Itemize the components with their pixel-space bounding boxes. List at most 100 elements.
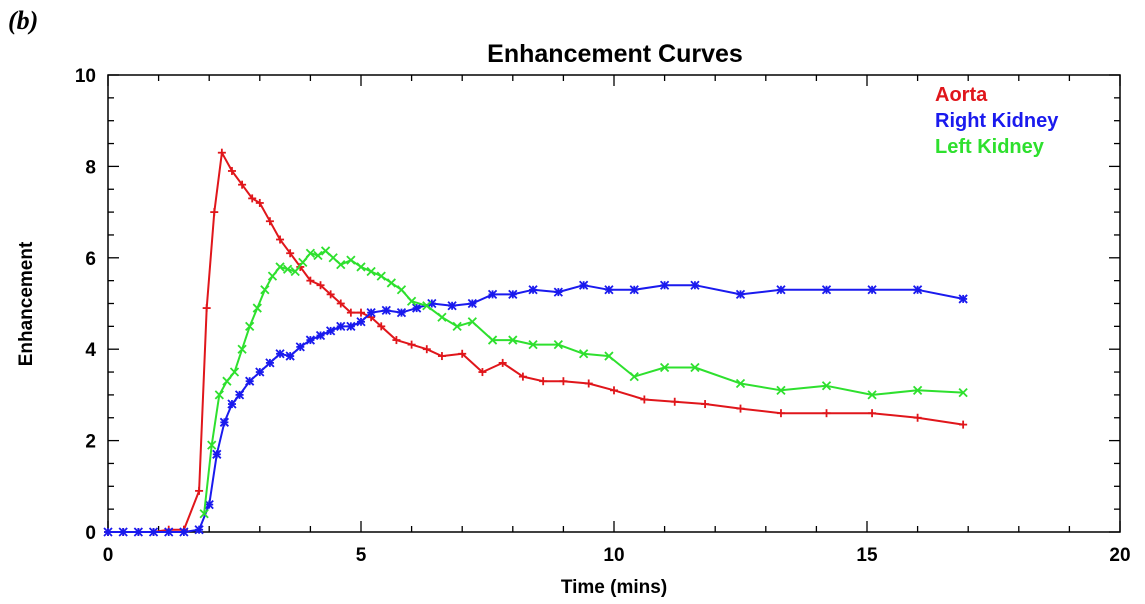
- data-point: [659, 280, 670, 290]
- data-point: [227, 399, 237, 409]
- data-point: [458, 349, 467, 358]
- data-point: [422, 301, 432, 311]
- data-point: [204, 499, 214, 510]
- data-point: [356, 262, 366, 272]
- data-point: [195, 486, 204, 495]
- y-axis-label: Enhancement: [16, 241, 37, 366]
- chart-title: Enhancement Curves: [487, 40, 743, 68]
- data-point: [958, 294, 968, 304]
- data-point: [553, 287, 563, 297]
- data-point: [736, 404, 745, 413]
- legend-entry-aorta: Aorta: [935, 84, 988, 106]
- data-point: [219, 417, 230, 427]
- data-point: [207, 440, 217, 450]
- x-axis-label: Time (mins): [561, 577, 667, 598]
- data-point: [282, 264, 293, 274]
- data-point: [305, 248, 316, 258]
- data-point: [245, 321, 255, 331]
- y-tick-label: 2: [85, 432, 96, 453]
- data-point: [868, 409, 877, 418]
- data-point: [285, 351, 295, 361]
- data-point: [396, 285, 407, 295]
- x-tick-label: 0: [103, 545, 114, 566]
- data-point: [164, 527, 174, 537]
- data-point: [559, 377, 568, 386]
- data-point: [958, 387, 968, 398]
- data-point: [407, 340, 416, 349]
- data-point: [518, 372, 527, 381]
- x-tick-label: 10: [603, 545, 624, 566]
- data-point: [610, 386, 618, 395]
- data-point: [255, 198, 264, 207]
- data-point: [422, 345, 431, 354]
- data-point: [255, 367, 265, 377]
- data-point: [326, 326, 336, 336]
- data-point: [579, 280, 589, 290]
- data-point: [336, 260, 346, 270]
- data-point: [326, 290, 335, 299]
- data-point: [315, 330, 326, 341]
- data-point: [478, 368, 487, 377]
- data-point: [305, 335, 316, 345]
- legend-entry-right-kidney: Right Kidney: [935, 110, 1059, 132]
- y-tick-label: 8: [85, 157, 96, 178]
- series-aorta: [104, 148, 968, 536]
- data-point: [528, 285, 538, 295]
- data-point: [275, 349, 285, 359]
- axis-ticks: 0 5 10 15 20 0 2 4 6 8 10: [75, 66, 1131, 566]
- data-point: [386, 278, 396, 288]
- data-point: [234, 390, 245, 400]
- data-point: [487, 335, 498, 345]
- data-point: [222, 376, 232, 386]
- data-point: [912, 285, 923, 295]
- data-point: [776, 385, 786, 395]
- data-point: [821, 285, 832, 295]
- data-point: [447, 301, 457, 311]
- data-point: [412, 303, 422, 313]
- data-point: [217, 148, 226, 157]
- y-tick-label: 6: [85, 249, 96, 270]
- data-point: [313, 250, 323, 261]
- data-point: [508, 335, 518, 345]
- data-point: [959, 420, 968, 429]
- data-point: [286, 249, 295, 258]
- data-point: [336, 321, 346, 331]
- panel-label: (b): [8, 6, 39, 35]
- data-point: [260, 285, 270, 295]
- data-point: [118, 527, 128, 537]
- data-point: [913, 413, 922, 422]
- data-point: [357, 308, 365, 317]
- data-point: [252, 303, 262, 313]
- data-point: [396, 308, 407, 318]
- data-point: [381, 305, 391, 315]
- data-point: [670, 397, 679, 406]
- data-point: [336, 299, 345, 308]
- data-point: [640, 395, 649, 404]
- data-point: [629, 371, 639, 382]
- legend-entry-left-kidney: Left Kidney: [935, 136, 1045, 158]
- data-point: [306, 276, 315, 285]
- data-point: [690, 362, 700, 373]
- data-point: [467, 317, 477, 327]
- data-point: [604, 351, 614, 361]
- data-point: [867, 285, 877, 295]
- data-point: [735, 378, 746, 389]
- data-point: [103, 527, 113, 537]
- data-point: [776, 285, 786, 295]
- data-point: [553, 339, 563, 350]
- data-point: [238, 180, 247, 189]
- data-point: [212, 449, 222, 459]
- data-point: [148, 527, 159, 537]
- data-point: [194, 525, 204, 535]
- data-point: [604, 285, 614, 295]
- x-tick-label: 5: [356, 545, 367, 566]
- data-point: [508, 289, 518, 299]
- data-point: [579, 349, 589, 359]
- data-point: [376, 271, 386, 281]
- data-point: [528, 339, 538, 350]
- data-point: [366, 266, 376, 277]
- data-point: [265, 217, 274, 226]
- data-point: [237, 344, 247, 354]
- series-layer: [103, 148, 968, 537]
